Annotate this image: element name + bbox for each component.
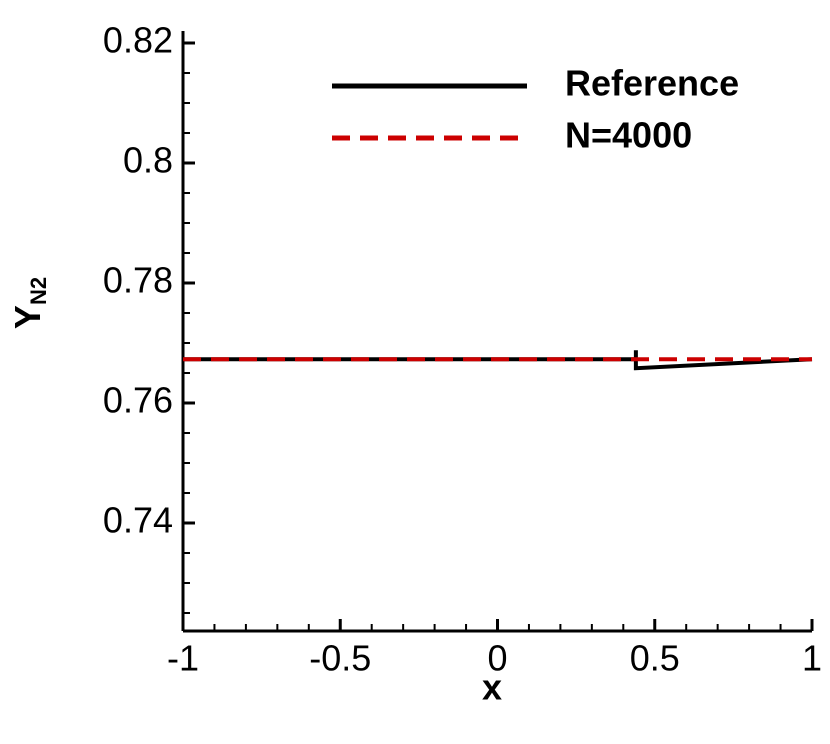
- x-tick-label: 0.5: [630, 638, 680, 679]
- y-tick-label: 0.8: [123, 140, 173, 181]
- series-line: [183, 350, 813, 371]
- x-tick-label: -0.5: [309, 638, 371, 679]
- x-tick-label: 0: [487, 638, 507, 679]
- legend-label: Reference: [565, 63, 739, 104]
- y-axis-label-main: YN2: [7, 277, 51, 329]
- y-label-text: Y: [7, 305, 48, 329]
- y-tick-label: 0.82: [103, 20, 173, 61]
- legend-label: N=4000: [565, 115, 692, 156]
- y-label-subscript: N2: [26, 277, 51, 305]
- y-tick-label: 0.74: [103, 500, 173, 541]
- y-tick-label: 0.76: [103, 380, 173, 421]
- y-tick-label: 0.78: [103, 260, 173, 301]
- y-axis-label: YN2: [7, 277, 51, 329]
- x-tick-label: 1: [802, 638, 822, 679]
- x-tick-label: -1: [167, 638, 199, 679]
- x-axis-label: x: [482, 667, 502, 708]
